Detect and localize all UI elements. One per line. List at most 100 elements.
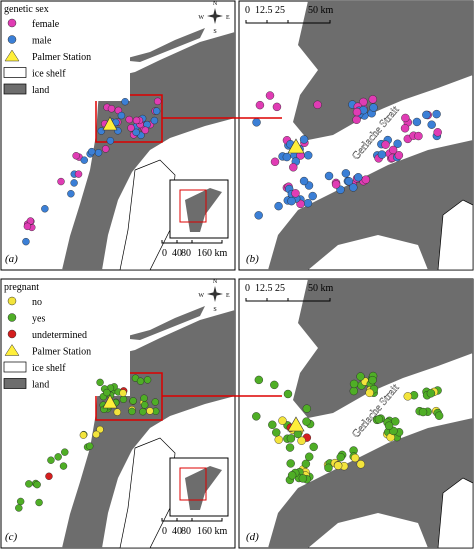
compass-label: W (198, 15, 204, 21)
sighting (119, 389, 127, 397)
legend-label: female (32, 19, 60, 30)
ice-shelf (119, 437, 176, 549)
sighting (153, 97, 162, 106)
compass-label: W (198, 293, 204, 299)
sighting (274, 201, 283, 211)
sighting (287, 196, 296, 206)
sighting (70, 179, 78, 187)
sighting (354, 173, 363, 182)
sighting (61, 448, 69, 456)
scale-bar (245, 298, 331, 302)
sighting (391, 417, 400, 426)
compass (207, 8, 223, 24)
legend-label: male (32, 36, 52, 47)
sighting (117, 111, 126, 120)
sighting (356, 460, 365, 469)
sighting (86, 442, 94, 450)
sighting (143, 376, 152, 384)
sighting (289, 163, 298, 172)
sighting (324, 171, 334, 181)
sighting (299, 176, 309, 186)
sighting (352, 107, 362, 117)
sighting (412, 117, 422, 127)
palmer-station (102, 394, 118, 409)
compass (207, 286, 223, 302)
sighting (341, 169, 351, 178)
sighting (101, 145, 110, 153)
scale-bar (245, 20, 331, 24)
land (268, 140, 473, 270)
sighting (35, 498, 43, 507)
sighting (139, 408, 147, 416)
compass-label: E (226, 293, 230, 299)
sighting (140, 394, 148, 402)
legend-label: undetermined (32, 330, 87, 341)
legend-label: ice shelf (32, 69, 66, 80)
sighting (331, 180, 341, 189)
scale-label: 80 (181, 248, 191, 259)
scale-bar (161, 240, 223, 244)
sighting (113, 408, 122, 416)
scale-label: 0 (245, 283, 250, 294)
sighting (96, 425, 104, 434)
sighting (422, 110, 431, 120)
sighting (54, 453, 62, 461)
sighting (349, 183, 358, 192)
sighting (432, 109, 441, 119)
sighting (272, 428, 281, 437)
sighting (297, 436, 306, 445)
legend-marker (7, 35, 17, 44)
sighting (298, 474, 308, 483)
sighting (72, 152, 80, 160)
compass-label: N (213, 1, 218, 7)
sighting (291, 189, 300, 198)
legend-marker (4, 49, 20, 62)
sighting (23, 222, 32, 231)
sighting (349, 386, 359, 396)
sighting (94, 149, 103, 157)
compass-label: S (213, 307, 216, 313)
sighting (365, 388, 374, 398)
land (120, 28, 205, 62)
legend-label: land (32, 380, 49, 391)
land (268, 418, 473, 548)
sighting (57, 177, 65, 186)
panel-label: (d) (246, 531, 259, 543)
sighting (377, 150, 387, 159)
sighting (92, 430, 100, 439)
sighting (121, 98, 129, 106)
sighting (87, 147, 96, 156)
palmer-station (287, 416, 305, 432)
sighting (151, 398, 159, 406)
sighting (80, 156, 88, 164)
sighting (426, 389, 436, 398)
scale-label: 50 km (308, 5, 334, 16)
sighting (414, 131, 423, 141)
panel: N E S W 0 40 80 160 km (a) genetic sex female male P… (0, 0, 282, 271)
sighting (427, 120, 436, 129)
sighting (333, 461, 343, 470)
scale-label: 40 (172, 526, 182, 537)
sighting (278, 416, 287, 425)
legend-label: Palmer Station (32, 347, 91, 358)
legend-label: no (32, 297, 42, 308)
sighting (374, 415, 384, 424)
legend-title: genetic sex (4, 4, 49, 15)
sighting (146, 407, 154, 415)
sighting (141, 126, 149, 134)
sighting (254, 375, 264, 385)
sighting (16, 497, 25, 506)
sighting (125, 115, 133, 124)
sighting (400, 124, 410, 133)
sighting (282, 152, 292, 162)
sighting (106, 137, 115, 145)
sighting (418, 407, 428, 417)
ice-shelf (119, 159, 176, 271)
legend-title: pregnant (4, 282, 39, 293)
sighting (96, 378, 104, 387)
sighting (401, 113, 410, 123)
sighting (313, 100, 322, 109)
inset-land (185, 188, 222, 232)
sighting (309, 442, 318, 452)
